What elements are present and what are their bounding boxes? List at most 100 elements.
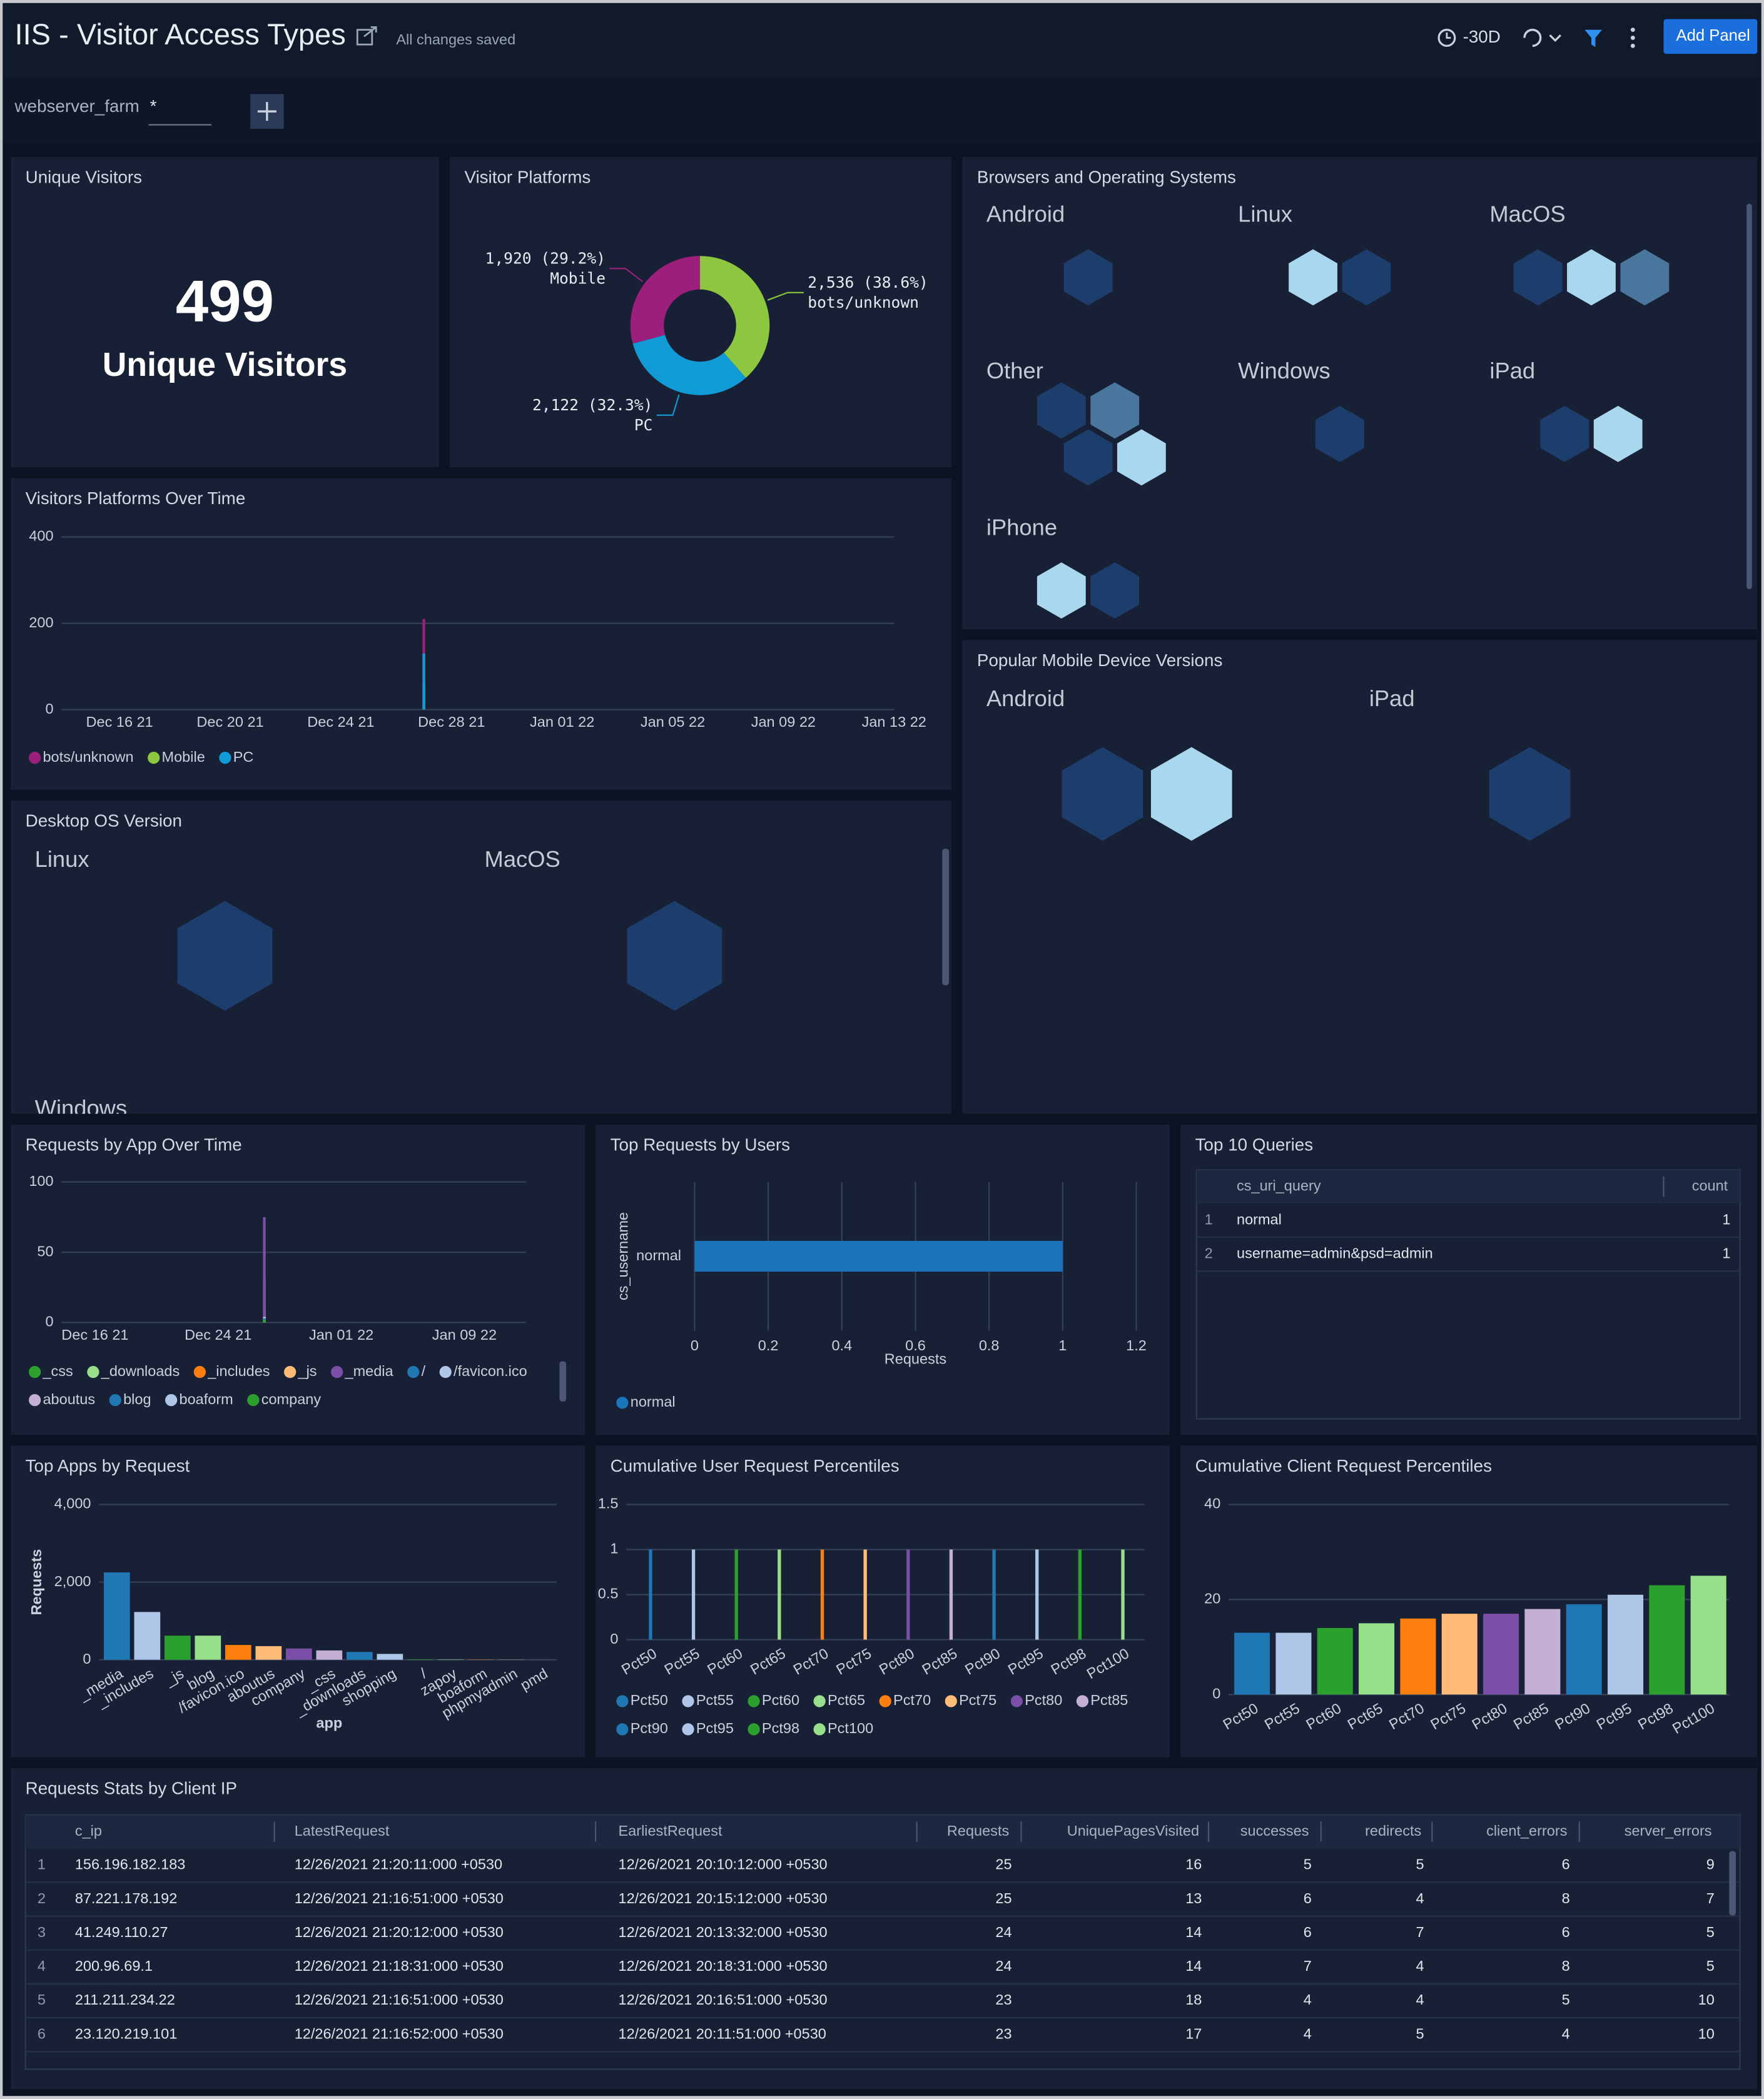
panel: Requests Stats by Client IP c_ip LatestReq… (11, 1768, 1758, 2090)
scrollbar[interactable] (942, 849, 949, 986)
table-cell: 23 (995, 2025, 1011, 2041)
legend-label: Pct98 (762, 1720, 799, 1736)
bar (1400, 1618, 1436, 1695)
legend-swatch (29, 1366, 41, 1378)
more-menu[interactable] (1630, 28, 1635, 48)
y-tick-label: normal (636, 1247, 681, 1263)
refresh-button[interactable] (1523, 28, 1561, 48)
x-tick-label: Dec 16 21 (86, 714, 153, 730)
panel-title: Visitors Platforms Over Time (26, 488, 246, 508)
legend-swatch (331, 1366, 343, 1378)
group-label: Linux (1238, 201, 1292, 227)
legend-label: blog (123, 1391, 151, 1407)
y-tick-label: 0 (610, 1631, 618, 1647)
table-box (24, 1814, 1741, 2070)
legend-label: Pct100 (828, 1720, 873, 1736)
add-panel-button[interactable] (1663, 19, 1758, 54)
legend-label: _downloads (101, 1363, 180, 1379)
add-filter-button[interactable] (250, 94, 284, 129)
table-cell: 12/26/2021 20:16:51:000 +0530 (618, 1991, 827, 2008)
hex-cell (1567, 249, 1616, 306)
hex-cell (177, 901, 273, 1011)
slice-category-label: Mobile (550, 269, 606, 287)
panel-title: Desktop OS Version (26, 811, 182, 831)
y-tick-label: 1.5 (598, 1495, 619, 1512)
legend-label: _css (42, 1363, 73, 1379)
column-header: EarliestRequest (618, 1823, 722, 1839)
bar (1566, 1604, 1602, 1695)
bar (694, 1240, 1063, 1272)
legend-label: bots/unknown (43, 749, 133, 765)
hex-cell (1090, 382, 1140, 439)
scrollbar[interactable] (1746, 203, 1752, 589)
table-cell: 1 (1722, 1211, 1730, 1227)
column-header: successes (1240, 1823, 1309, 1839)
table-cell: 5 (1416, 2025, 1424, 2041)
column-header: LatestRequest (295, 1823, 390, 1839)
legend-label: _includes (207, 1363, 270, 1379)
hex-cell (627, 901, 722, 1011)
table-cell: 16 (1185, 1856, 1202, 1873)
bar (863, 1549, 867, 1640)
legend-label: Pct60 (762, 1692, 799, 1708)
y-axis-label: Requests (28, 1549, 44, 1616)
row-index: 3 (38, 1924, 46, 1940)
y-tick-label: 0 (45, 1313, 53, 1330)
scrollbar[interactable] (1729, 1851, 1736, 1916)
filter-button[interactable] (1584, 29, 1603, 48)
panel-bg (962, 640, 1758, 1114)
bar (1317, 1627, 1353, 1695)
group-label: Windows (35, 1095, 128, 1121)
x-tick-label: Dec 24 21 (307, 714, 374, 730)
table-cell: 5 (1706, 1958, 1715, 1974)
table-cell: 14 (1185, 1924, 1202, 1940)
hex-cell (1289, 249, 1337, 306)
table-cell: 25 (995, 1856, 1011, 1873)
bar (649, 1549, 652, 1640)
table-cell: 14 (1185, 1958, 1202, 1974)
slice-value-label: 1,920 (29.2%) (485, 249, 606, 267)
scrollbar[interactable] (559, 1361, 567, 1402)
panel-title: Unique Visitors (26, 167, 142, 186)
panel-bg (11, 156, 439, 468)
legend-swatch (193, 1366, 206, 1378)
bar (1121, 1549, 1125, 1640)
legend-label: Pct70 (893, 1692, 931, 1708)
table-cell: 8 (1562, 1958, 1570, 1974)
table-cell: 12/26/2021 21:18:31:000 +0530 (295, 1958, 504, 1974)
legend-label: _media (344, 1363, 393, 1379)
y-tick-label: 400 (29, 528, 53, 544)
legend-label: /favicon.ico (454, 1363, 527, 1379)
x-tick-label: 0.2 (758, 1337, 779, 1353)
bar (691, 1549, 696, 1640)
legend-swatch (813, 1695, 826, 1707)
row-index: 2 (38, 1890, 46, 1906)
filter-value[interactable]: * (150, 96, 157, 116)
bar (165, 1636, 191, 1660)
y-tick-label: 0 (83, 1651, 91, 1667)
legend-label: Pct90 (631, 1720, 668, 1736)
add-panel-label[interactable]: Add Panel (1676, 27, 1750, 44)
share-icon[interactable] (356, 26, 377, 46)
legend-label: Pct50 (631, 1692, 668, 1708)
table-cell: 5 (1562, 1991, 1570, 2008)
hex-cell (1540, 405, 1589, 462)
column-header: client_errors (1486, 1823, 1567, 1839)
bar (285, 1648, 312, 1660)
legend-label: Pct55 (696, 1692, 734, 1708)
table-cell: 10 (1698, 1991, 1715, 2008)
x-tick-label: Jan 09 22 (751, 714, 816, 730)
y-tick-label: 0.5 (598, 1586, 619, 1602)
panel: Cumulative User Request Percentiles 0 0.5 1… (596, 1445, 1170, 1758)
panel-bg (449, 156, 952, 468)
table-cell: 4 (1562, 2025, 1570, 2041)
column-header: UniquePagesVisited (1067, 1823, 1199, 1839)
time-range[interactable]: -30D (1437, 27, 1501, 47)
legend-swatch (748, 1723, 760, 1736)
y-tick-label: 2,000 (54, 1573, 91, 1589)
table-cell: 25 (995, 1890, 1011, 1906)
row-index: 2 (1205, 1245, 1213, 1261)
panel-title: Cumulative User Request Percentiles (611, 1456, 900, 1475)
group-label: MacOS (1489, 201, 1565, 227)
time-range-label[interactable]: -30D (1463, 27, 1501, 46)
